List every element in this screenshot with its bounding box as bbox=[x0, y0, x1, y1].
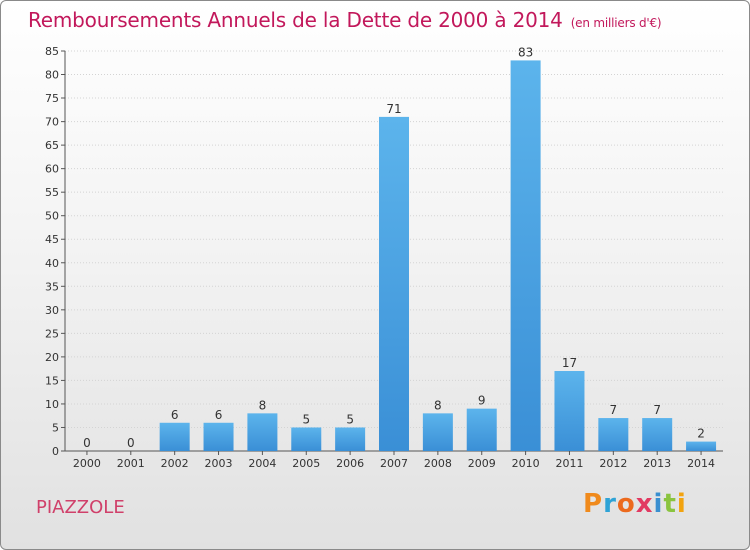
town-name: PIAZZOLE bbox=[36, 497, 125, 518]
bar bbox=[466, 408, 497, 451]
y-tick-label: 10 bbox=[45, 398, 59, 411]
bar-value-label: 7 bbox=[653, 403, 661, 417]
bar-value-label: 7 bbox=[610, 403, 618, 417]
bar bbox=[379, 116, 409, 451]
y-tick-label: 60 bbox=[45, 163, 59, 176]
bar bbox=[642, 418, 673, 451]
bar-value-label: 9 bbox=[478, 394, 486, 408]
y-tick-label: 45 bbox=[45, 233, 59, 246]
logo-letter: i bbox=[676, 489, 687, 519]
bar-value-label: 2 bbox=[697, 427, 705, 441]
x-tick-label: 2014 bbox=[687, 457, 715, 470]
y-tick-label: 75 bbox=[45, 92, 59, 105]
bar-value-label: 5 bbox=[302, 412, 310, 426]
logo-letter: P bbox=[583, 489, 604, 519]
x-tick-label: 2007 bbox=[380, 457, 408, 470]
x-tick-label: 2013 bbox=[643, 457, 671, 470]
bar bbox=[510, 60, 541, 451]
logo-letter: o bbox=[616, 489, 636, 519]
bar-value-label: 5 bbox=[346, 412, 354, 426]
x-tick-label: 2001 bbox=[117, 457, 145, 470]
bar bbox=[422, 413, 453, 451]
bar-value-label: 0 bbox=[83, 436, 91, 450]
bar-value-label: 8 bbox=[434, 398, 442, 412]
y-tick-label: 50 bbox=[45, 210, 59, 223]
y-tick-label: 40 bbox=[45, 257, 59, 270]
bar bbox=[159, 422, 190, 451]
y-tick-label: 55 bbox=[45, 186, 59, 199]
x-tick-label: 2008 bbox=[424, 457, 452, 470]
x-tick-label: 2000 bbox=[73, 457, 101, 470]
y-tick-label: 85 bbox=[45, 45, 59, 58]
x-tick-label: 2009 bbox=[468, 457, 496, 470]
bar-value-label: 0 bbox=[127, 436, 135, 450]
bar bbox=[247, 413, 278, 451]
bar bbox=[686, 441, 717, 451]
y-tick-label: 20 bbox=[45, 351, 59, 364]
y-tick-label: 25 bbox=[45, 327, 59, 340]
y-tick-label: 35 bbox=[45, 280, 59, 293]
bar bbox=[335, 427, 366, 451]
bar bbox=[598, 418, 629, 451]
chart-unit-label: (en milliers d'€) bbox=[570, 16, 662, 30]
logo-letter: r bbox=[603, 489, 617, 519]
chart-title-text: Remboursements Annuels de la Dette de 20… bbox=[28, 8, 563, 32]
bar-value-label: 71 bbox=[386, 102, 401, 116]
bar-value-label: 6 bbox=[171, 408, 179, 422]
x-tick-label: 2002 bbox=[161, 457, 189, 470]
bar-value-label: 17 bbox=[562, 356, 577, 370]
bar bbox=[554, 371, 585, 451]
bar bbox=[291, 427, 322, 451]
x-tick-label: 2004 bbox=[248, 457, 276, 470]
y-tick-label: 30 bbox=[45, 304, 59, 317]
x-tick-label: 2006 bbox=[336, 457, 364, 470]
chart-title: Remboursements Annuels de la Dette de 20… bbox=[28, 8, 662, 32]
bar-value-label: 83 bbox=[518, 45, 533, 59]
y-tick-label: 15 bbox=[45, 374, 59, 387]
y-tick-label: 0 bbox=[52, 445, 59, 458]
proxiti-logo: Proxiti bbox=[583, 489, 687, 519]
logo-letter: x bbox=[635, 489, 654, 519]
logo-letter: i bbox=[653, 489, 664, 519]
bar bbox=[203, 422, 234, 451]
logo-letter: t bbox=[663, 489, 677, 519]
x-tick-label: 2005 bbox=[292, 457, 320, 470]
y-tick-label: 70 bbox=[45, 116, 59, 129]
x-tick-label: 2010 bbox=[512, 457, 540, 470]
x-tick-label: 2003 bbox=[205, 457, 233, 470]
y-tick-label: 5 bbox=[52, 421, 59, 434]
x-tick-label: 2012 bbox=[599, 457, 627, 470]
bar-value-label: 6 bbox=[215, 408, 223, 422]
bar-value-label: 8 bbox=[259, 398, 267, 412]
y-tick-label: 80 bbox=[45, 69, 59, 82]
x-tick-label: 2011 bbox=[555, 457, 583, 470]
y-tick-label: 65 bbox=[45, 139, 59, 152]
